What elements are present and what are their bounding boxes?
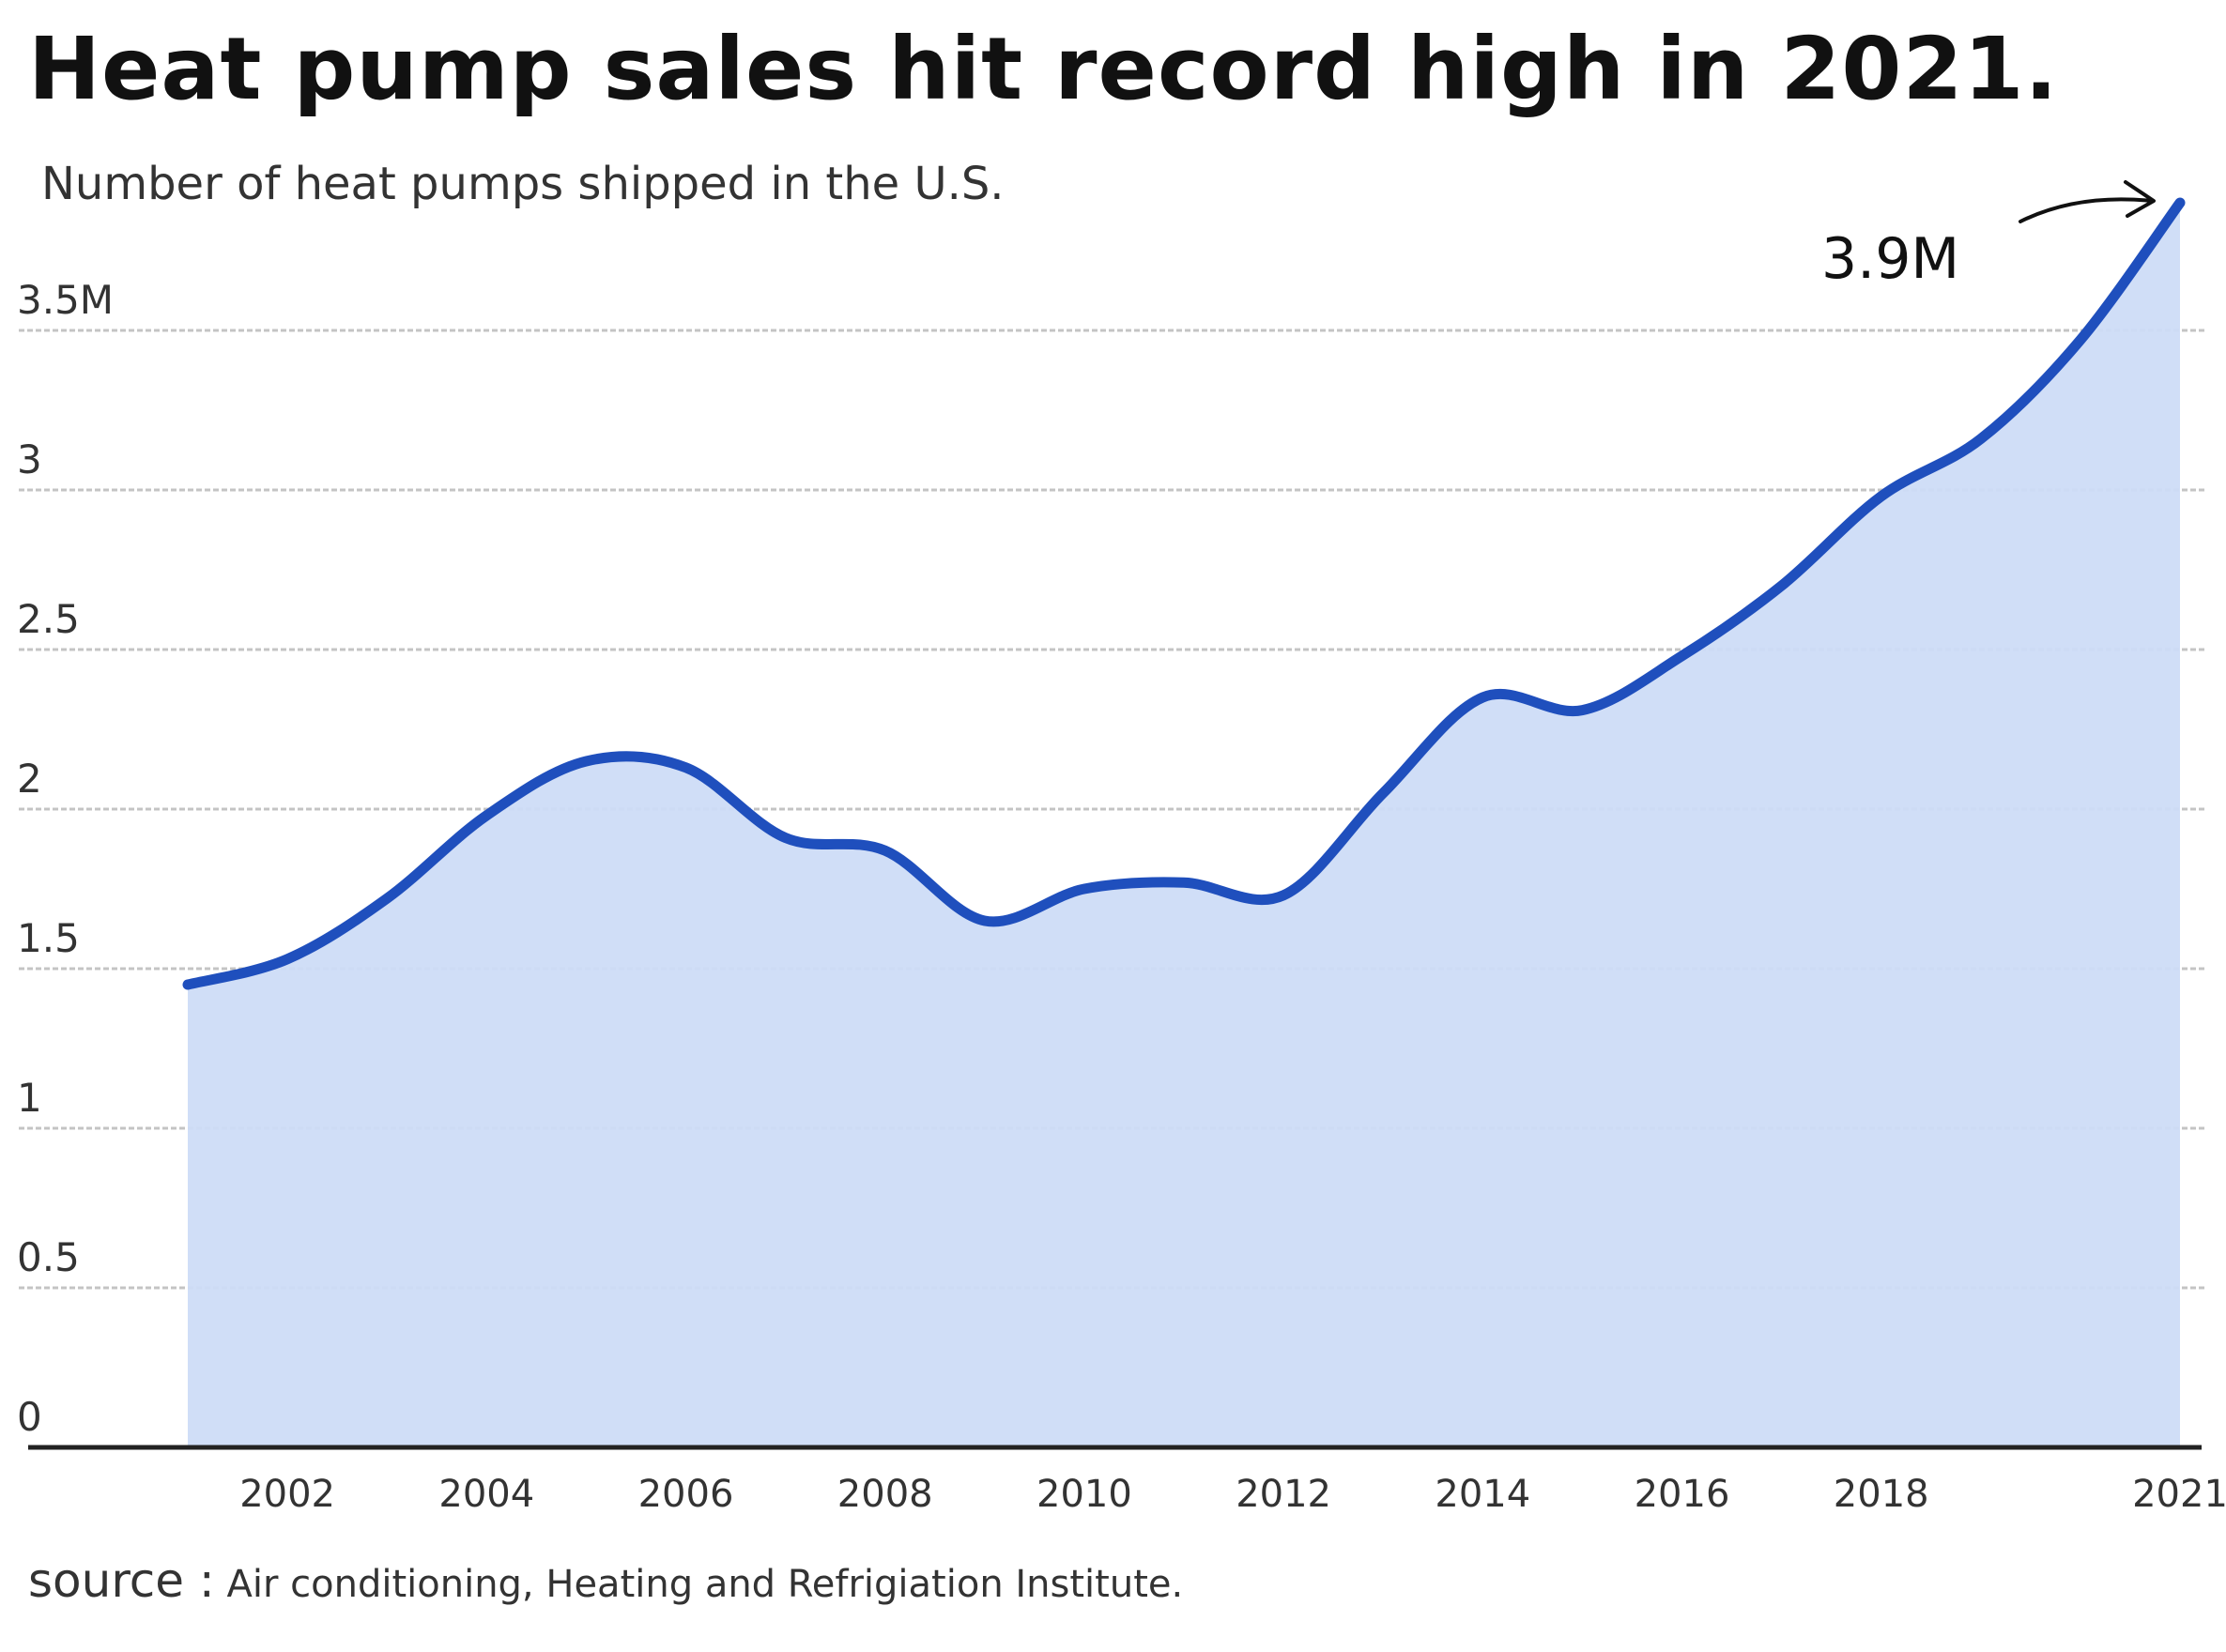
data-point bbox=[484, 813, 489, 818]
y-tick-label: 3.5M bbox=[17, 277, 114, 323]
data-point bbox=[1082, 886, 1087, 892]
x-tick-label: 2004 bbox=[438, 1473, 534, 1516]
data-point bbox=[1579, 708, 1585, 713]
data-point bbox=[783, 835, 789, 841]
x-tick-label: 2018 bbox=[1834, 1473, 1929, 1516]
area-fill bbox=[188, 203, 2180, 1447]
y-tick-label: 2 bbox=[17, 756, 42, 802]
x-tick-label: 2008 bbox=[837, 1473, 933, 1516]
data-point bbox=[1480, 695, 1485, 700]
data-point bbox=[583, 758, 589, 764]
x-tick-label: 2021 bbox=[2132, 1473, 2226, 1516]
data-point bbox=[1181, 880, 1187, 885]
data-point bbox=[1281, 893, 1286, 898]
x-tick-label: 2014 bbox=[1435, 1473, 1530, 1516]
x-tick-label: 2010 bbox=[1036, 1473, 1132, 1516]
data-point bbox=[1680, 653, 1685, 659]
y-tick-label: 2.5 bbox=[17, 596, 80, 642]
source-text: Air conditioning, Heating and Refrigiati… bbox=[226, 1563, 1184, 1606]
x-tick-labels: 2002 2004 2006 2008 2010 2012 2014 2016 2018 2021 bbox=[239, 1473, 2226, 1516]
data-point bbox=[982, 918, 988, 924]
area-layer bbox=[182, 197, 2186, 1447]
x-tick-label: 2016 bbox=[1635, 1473, 1730, 1516]
chart-subtitle: Number of heat pumps shipped in the U.S. bbox=[41, 158, 1005, 210]
data-point bbox=[284, 956, 290, 962]
data-point bbox=[2177, 200, 2183, 206]
data-point bbox=[1779, 583, 1785, 589]
y-tick-label: 3 bbox=[17, 436, 42, 482]
data-point bbox=[883, 848, 888, 853]
y-tick-label: 0.5 bbox=[17, 1234, 80, 1280]
x-tick-label: 2002 bbox=[239, 1473, 335, 1516]
series-line bbox=[182, 197, 2186, 990]
data-point bbox=[2078, 337, 2083, 343]
data-point bbox=[384, 895, 390, 901]
source-label: source : bbox=[28, 1553, 215, 1608]
annotation-layer: 3.9M bbox=[1821, 180, 2156, 292]
x-tick-label: 2006 bbox=[638, 1473, 734, 1516]
annotation-arrow bbox=[2019, 197, 2154, 223]
y-tick-label: 1.5 bbox=[17, 915, 80, 961]
annotation-label: 3.9M bbox=[1821, 226, 1959, 292]
x-tick-label: 2012 bbox=[1236, 1473, 1331, 1516]
data-point bbox=[1978, 436, 1984, 442]
source-note: source : Air conditioning, Heating and R… bbox=[28, 1553, 1183, 1608]
y-tick-label: 0 bbox=[17, 1394, 42, 1440]
data-point bbox=[185, 982, 191, 987]
data-point bbox=[1380, 790, 1386, 796]
y-tick-label: 1 bbox=[17, 1075, 42, 1121]
data-point bbox=[683, 765, 689, 771]
chart-title: Heat pump sales hit record high in 2021. bbox=[28, 19, 2059, 119]
annotation-arrowhead bbox=[2124, 180, 2156, 218]
data-point bbox=[1879, 494, 1884, 499]
y-tick-labels: 0 0.5 1 1.5 2 2.5 3 3.5M bbox=[17, 277, 114, 1440]
